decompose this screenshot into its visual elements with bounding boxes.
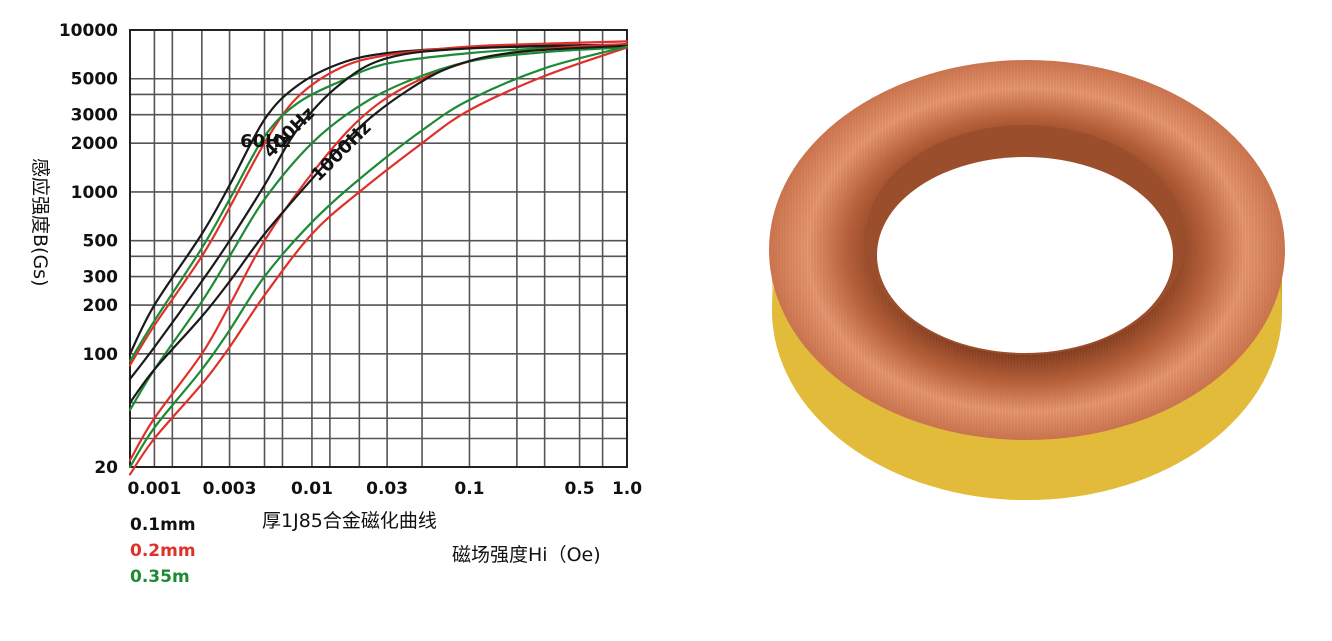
x-tick-label-5: 0.5 <box>565 479 595 499</box>
series-line-8 <box>128 45 629 469</box>
x-tick-label-2: 0.01 <box>291 479 333 499</box>
toroidal-core-image <box>769 60 1285 500</box>
x-tick-label-3: 0.03 <box>366 479 408 499</box>
y-tick-label-2: 3000 <box>71 106 118 126</box>
legend-item-2: 0.35m <box>130 567 190 587</box>
legend-item-1: 0.2mm <box>130 541 196 561</box>
x-tick-label-6: 1.0 <box>612 479 642 499</box>
y-tick-label-4: 1000 <box>71 183 118 203</box>
y-tick-label-9: 20 <box>94 458 118 478</box>
series-line-6 <box>128 44 629 404</box>
y-tick-label-1: 5000 <box>71 70 118 90</box>
y-tick-labels: 10000 5000 3000 2000 1000 500 300 200 100 20 <box>59 21 118 478</box>
x-axis-label: 磁场强度Hi（Oe) <box>452 544 601 566</box>
chart-title: 厚1J85合金磁化曲线 <box>262 510 437 532</box>
x-tick-label-0: 0.001 <box>128 479 182 499</box>
series-line-3 <box>128 43 629 380</box>
y-tick-label-7: 200 <box>83 296 119 316</box>
chart-grid <box>129 29 628 468</box>
x-tick-label-1: 0.003 <box>203 479 257 499</box>
y-tick-label-0: 10000 <box>59 21 118 41</box>
series-line-5 <box>128 46 629 412</box>
y-axis-label: 感应强度B(Gs) <box>29 158 51 286</box>
legend-item-0: 0.1mm <box>130 515 196 535</box>
y-tick-label-8: 100 <box>83 345 119 365</box>
magnetization-chart: 0.001 0.003 0.01 0.03 0.1 0.5 1.0 10000 5000 300… <box>29 21 643 587</box>
series-line-7 <box>128 46 629 476</box>
y-tick-label-6: 300 <box>83 268 119 288</box>
series-line-1 <box>128 40 629 367</box>
x-tick-label-4: 0.1 <box>454 479 484 499</box>
plot-frame <box>129 29 628 468</box>
chart-series-group <box>128 40 629 476</box>
y-tick-label-5: 500 <box>83 232 119 252</box>
series-line-2 <box>128 45 629 363</box>
x-tick-labels: 0.001 0.003 0.01 0.03 0.1 0.5 1.0 <box>128 479 643 499</box>
y-tick-label-3: 2000 <box>71 134 118 154</box>
frequency-label-0: 60Hz <box>240 131 291 152</box>
core-hole <box>877 157 1173 353</box>
series-line-0 <box>128 43 629 355</box>
